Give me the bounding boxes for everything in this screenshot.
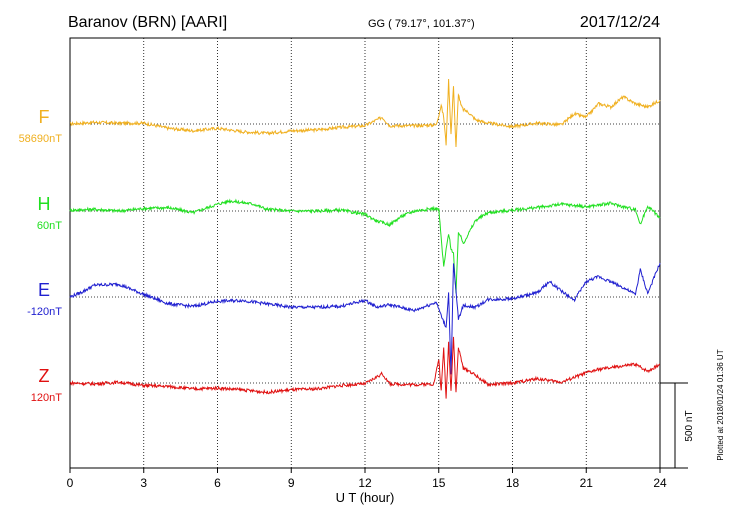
- series-baseline-value-f: 58690nT: [19, 133, 63, 145]
- series-line-f: [69, 78, 661, 148]
- x-tick-label: 12: [358, 476, 372, 490]
- x-tick-label: 15: [432, 476, 446, 490]
- plot-timestamp: Plotted at 2018/01/24 01:36 UT: [716, 349, 725, 460]
- series-name-f: F: [39, 107, 50, 127]
- plot-frame: [69, 37, 661, 469]
- series-baselines: [70, 123, 660, 384]
- scale-bar: 500 nT: [660, 382, 695, 469]
- x-tick-label: 9: [288, 476, 295, 490]
- series-name-e: E: [38, 280, 50, 300]
- station-title: Baranov (BRN) [AARI]: [68, 14, 227, 31]
- x-tick-label: 24: [653, 476, 667, 490]
- x-axis-label: U T (hour): [336, 490, 395, 505]
- x-gridlines: [143, 38, 587, 468]
- series-name-h: H: [38, 194, 51, 214]
- x-tick-label: 18: [506, 476, 520, 490]
- x-tick-label: 6: [214, 476, 221, 490]
- series-baseline-value-z: 120nT: [31, 392, 62, 404]
- series-line-h: [69, 198, 661, 294]
- date-label: 2017/12/24: [580, 14, 660, 31]
- coordinates-label: GG ( 79.17°, 101.37°): [368, 18, 475, 30]
- scale-bar-label: 500 nT: [684, 410, 695, 441]
- series-labels: F 58690nT H 60nT E -120nT Z 120nT: [19, 107, 63, 404]
- series-baseline-value-h: 60nT: [37, 220, 62, 232]
- x-tick-label: 0: [67, 476, 74, 490]
- series-lines: [69, 78, 661, 399]
- x-axis-ticks: 0 3 6 9 12 15 18 21 24: [67, 468, 667, 490]
- x-tick-label: 21: [580, 476, 594, 490]
- series-name-z: Z: [39, 366, 50, 386]
- series-line-z: [69, 336, 660, 399]
- series-line-e: [69, 262, 661, 375]
- series-baseline-value-e: -120nT: [27, 306, 62, 318]
- x-tick-label: 3: [140, 476, 147, 490]
